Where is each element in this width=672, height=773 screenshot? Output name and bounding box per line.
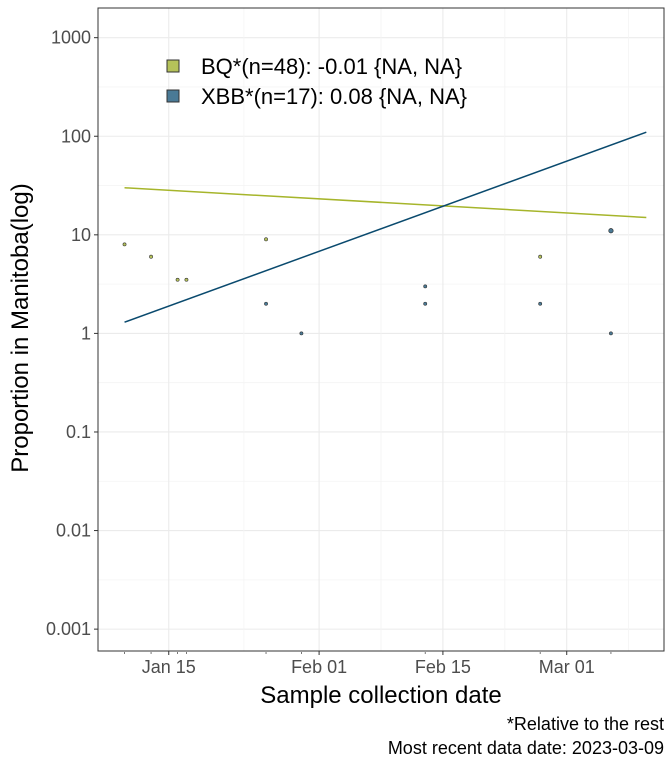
legend: BQ*(n=48): -0.01 {NA, NA} XBB*(n=17): 0.0… (166, 54, 467, 109)
point-series-1 (264, 301, 268, 306)
fit-lines-layer (124, 131, 647, 323)
y-tick-label: 100 (61, 126, 91, 146)
x-tick-label: Jan 15 (142, 657, 196, 677)
fit-line-series-0 (124, 187, 647, 219)
y-tick-label: 1 (81, 323, 91, 343)
legend-key-series-0 (166, 59, 180, 73)
point-series-0 (184, 277, 189, 282)
point-series-1 (299, 331, 304, 336)
legend-label-series-0: BQ*(n=48): -0.01 {NA, NA} (201, 54, 462, 79)
y-tick-label: 1000 (51, 28, 91, 48)
point-series-1 (538, 301, 543, 306)
point-series-0 (538, 254, 543, 259)
caption-note: *Relative to the rest (507, 714, 664, 734)
grid-layer (98, 8, 664, 651)
point-series-0 (175, 277, 180, 282)
y-tick-label: 10 (71, 225, 91, 245)
x-tick-label: Mar 01 (539, 657, 595, 677)
point-series-1 (423, 284, 428, 289)
x-tick-label: Feb 15 (415, 657, 471, 677)
y-tick-label: 0.01 (56, 521, 91, 541)
point-series-1 (608, 228, 614, 234)
x-tick-label: Feb 01 (291, 657, 347, 677)
fit-line-series-1 (124, 131, 647, 323)
legend-label-series-1: XBB*(n=17): 0.08 {NA, NA} (201, 84, 467, 109)
panel-border (97, 7, 665, 652)
points-layer (122, 228, 614, 336)
point-series-0 (264, 237, 268, 242)
point-series-0 (122, 242, 127, 247)
legend-key-series-1 (166, 89, 180, 103)
x-axis-ticks: Jan 15 Feb 01 Feb 15 Mar 01 (124, 651, 612, 677)
y-axis-ticks: 0.001 0.01 0.1 1 10 100 1000 (46, 28, 98, 639)
point-series-1 (423, 301, 428, 306)
y-tick-label: 0.1 (66, 422, 91, 442)
point-series-1 (609, 331, 613, 336)
y-tick-label: 0.001 (46, 619, 91, 639)
point-series-0 (149, 254, 153, 259)
y-axis-title: Proportion in Manitoba(log) (7, 183, 34, 473)
x-axis-title: Sample collection date (260, 682, 501, 709)
caption-recent-date: Most recent data date: 2023-03-09 (388, 738, 664, 758)
